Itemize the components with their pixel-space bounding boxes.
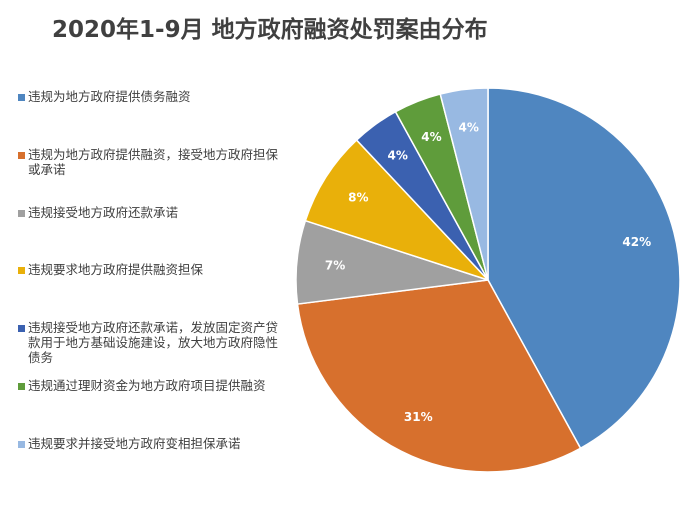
legend-item-1: 违规为地方政府提供债务融资 [18, 89, 288, 104]
pie-slices [295, 87, 681, 473]
data-label-5: 4% [388, 149, 408, 163]
legend-label: 违规接受地方政府还款承诺，发放固定资产贷款用于地方基础设施建设，放大地方政府隐性… [28, 320, 279, 365]
legend-label: 违规要求并接受地方政府变相担保承诺 [28, 436, 241, 451]
pie-data-labels: 42% 31% 7% 8% 4% 4% 4% [325, 121, 651, 424]
legend-item-4: 违规要求地方政府提供融资担保 [18, 262, 288, 277]
legend-label: 违规为地方政府提供债务融资 [28, 89, 191, 104]
data-label-3: 7% [325, 259, 345, 273]
pie-slice-1 [487, 87, 681, 450]
legend-swatch [18, 210, 25, 217]
legend-label: 违规通过理财资金为地方政府项目提供融资 [28, 378, 266, 393]
legend-swatch [18, 441, 25, 448]
data-label-4: 8% [348, 191, 368, 205]
data-label-7: 4% [459, 121, 479, 135]
legend-label: 违规接受地方政府还款承诺 [28, 205, 179, 220]
legend-swatch [18, 94, 25, 101]
legend-item-5: 违规接受地方政府还款承诺，发放固定资产贷款用于地方基础设施建设，放大地方政府隐性… [18, 320, 288, 365]
legend-label: 违规要求地方政府提供融资担保 [28, 262, 204, 277]
legend-label: 违规为地方政府提供融资，接受地方政府担保或承诺 [28, 147, 279, 177]
legend-item-2: 违规为地方政府提供融资，接受地方政府担保或承诺 [18, 147, 288, 177]
legend-item-7: 违规要求并接受地方政府变相担保承诺 [18, 436, 288, 451]
pie-slice-7 [439, 87, 489, 281]
legend-item-3: 违规接受地方政府还款承诺 [18, 205, 288, 220]
legend-swatch [18, 267, 25, 274]
legend-swatch [18, 325, 25, 332]
pie-slice-4 [304, 138, 489, 281]
data-label-2: 31% [404, 410, 433, 424]
legend-item-6: 违规通过理财资金为地方政府项目提供融资 [18, 378, 288, 393]
legend-swatch [18, 152, 25, 159]
legend-swatch [18, 383, 25, 390]
chart-title: 2020年1-9月 地方政府融资处罚案由分布 [52, 17, 488, 43]
data-label-1: 42% [622, 235, 651, 249]
data-label-6: 4% [421, 130, 441, 144]
pie-slice-2 [296, 279, 582, 473]
